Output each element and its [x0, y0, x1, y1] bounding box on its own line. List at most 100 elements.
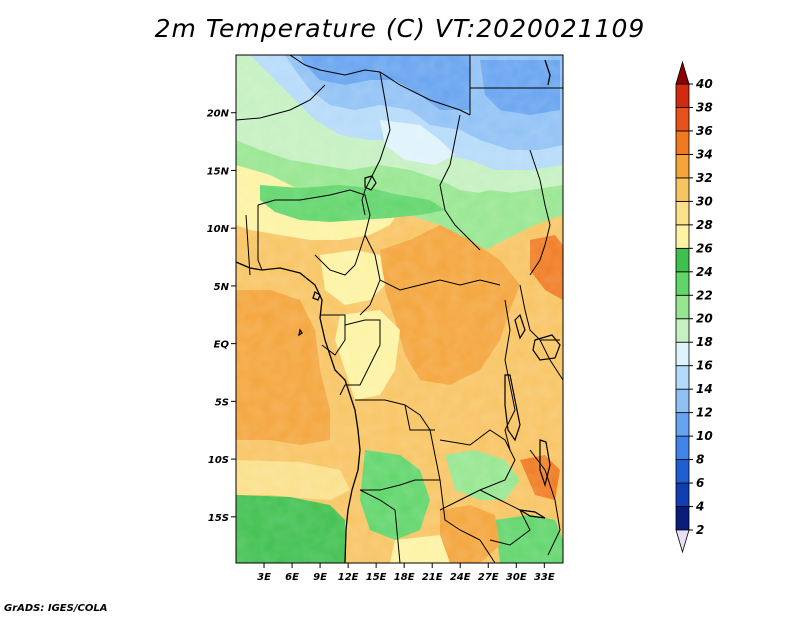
- coast-west-africa: [236, 261, 361, 563]
- lat-tick-label: 10N: [207, 224, 230, 235]
- colorbar-segment: [675, 154, 690, 179]
- coast-sao-tome: [298, 328, 303, 337]
- colorbar-segment: [675, 482, 690, 507]
- lon-tick-label: 3E: [257, 572, 271, 583]
- colorbar-segment: [675, 506, 690, 531]
- map-frame: [235, 54, 564, 564]
- lake-victoria: [532, 334, 561, 361]
- border-libya-chad: [379, 71, 471, 116]
- border-uganda-kenya: [519, 284, 560, 341]
- lon-tick-label: 33E: [534, 572, 555, 583]
- lat-tick-label: 15S: [208, 513, 229, 524]
- coast-red-sea: [544, 59, 551, 86]
- lon-axis: 3E 6E 9E 12E 15E 18E 21E 24E 27E 30E 33E: [257, 563, 555, 583]
- lat-axis: 20N 15N 10N 5N EQ 5S 10S 15S: [207, 109, 236, 524]
- footer-credit: GrADS: IGES/COLA: [4, 603, 108, 614]
- lon-tick-label: 18E: [394, 572, 415, 583]
- border-botswana: [439, 479, 496, 563]
- lake-chad: [364, 175, 377, 191]
- colorbar-segment: [675, 412, 690, 437]
- border-drc-angola: [404, 404, 435, 431]
- colorbar-segment: [675, 365, 690, 390]
- colorbar-segment: [675, 130, 690, 155]
- lat-tick-label: 5S: [215, 397, 229, 408]
- colorbar-label: 24: [696, 265, 713, 279]
- colorbar-label: 20: [696, 312, 713, 326]
- colorbar-over-triangle: [675, 60, 690, 85]
- border-drc-east: [504, 299, 516, 451]
- lakes: [364, 175, 561, 519]
- colorbar-label: 30: [696, 194, 713, 208]
- lon-tick-label: 30E: [506, 572, 527, 583]
- chart-title: 2m Temperature (C) VT:2020021109: [154, 14, 646, 43]
- border-zambia: [439, 429, 516, 511]
- colorbar-segment: [675, 318, 690, 343]
- border-niger-mali: [236, 84, 326, 121]
- lon-tick-label: 12E: [338, 572, 359, 583]
- colorbar-label: 18: [696, 335, 713, 349]
- border-zimbabwe: [479, 489, 531, 546]
- border-togo: [245, 214, 251, 276]
- lon-tick-label: 9E: [313, 572, 327, 583]
- coastline: [236, 59, 551, 563]
- border-angola: [355, 399, 441, 491]
- colorbar-segment: [675, 247, 690, 273]
- colorbar-segment: [675, 294, 690, 320]
- colorbar-segment: [675, 459, 690, 484]
- colorbar-segment: [675, 388, 690, 414]
- border-namibia: [359, 489, 401, 563]
- lat-tick-label: 10S: [208, 455, 229, 466]
- colorbar-label: 10: [696, 429, 713, 443]
- colorbar-label: 36: [696, 124, 713, 138]
- border-tanzania: [539, 339, 563, 381]
- field-texture: [236, 55, 563, 563]
- colorbar-label: 28: [696, 218, 713, 232]
- lon-tick-label: 15E: [366, 572, 387, 583]
- lon-tick-label: 21E: [422, 572, 443, 583]
- lake-malawi: [539, 439, 551, 488]
- colorbar-segment: [675, 341, 690, 367]
- colorbar-label: 34: [696, 147, 713, 161]
- border-benin: [257, 205, 263, 271]
- colorbar-label: 14: [696, 382, 713, 396]
- border-chad-sudan: [439, 114, 481, 251]
- colorbar-label: 40: [695, 77, 713, 91]
- lake-albert: [514, 313, 526, 340]
- colorbar-label: 8: [696, 453, 704, 467]
- colorbar-label: 4: [695, 500, 704, 514]
- border-drc-congo: [339, 319, 381, 396]
- border-nigeria: [257, 189, 371, 276]
- colorbar-under-triangle: [675, 529, 690, 554]
- temperature-field: [236, 55, 563, 563]
- colorbar-segment: [675, 83, 690, 108]
- border-gabon: [320, 314, 346, 356]
- lat-tick-label: 5N: [214, 282, 230, 293]
- colorbar-label: 26: [696, 241, 713, 255]
- lat-tick-label: 15N: [207, 166, 230, 177]
- lon-tick-label: 27E: [478, 572, 499, 583]
- lat-tick-label: 20N: [207, 109, 230, 120]
- colorbar-label: 6: [696, 476, 704, 490]
- country-borders: [236, 55, 563, 563]
- colorbar-segment: [675, 435, 690, 460]
- lake-kariba: [519, 509, 546, 519]
- lat-tick-label: EQ: [214, 340, 230, 351]
- border-libya-algeria: [289, 55, 381, 76]
- coast-bioko: [312, 291, 321, 301]
- border-car-south: [379, 279, 501, 291]
- colorbar-label: 16: [696, 359, 713, 373]
- lon-tick-label: 24E: [450, 572, 471, 583]
- border-niger-chad: [361, 71, 391, 216]
- lon-tick-label: 6E: [285, 572, 299, 583]
- colorbar-label: 32: [696, 171, 713, 185]
- colorbar-segment: [675, 200, 690, 226]
- colorbar-label: 38: [696, 100, 713, 114]
- border-sudan-ethiopia: [529, 149, 551, 276]
- colorbar-segment: [675, 271, 690, 296]
- lake-tanganyika: [504, 374, 521, 442]
- colorbar-label: 12: [696, 406, 713, 420]
- colorbar-segment: [675, 177, 690, 202]
- colorbar-segment: [675, 107, 690, 132]
